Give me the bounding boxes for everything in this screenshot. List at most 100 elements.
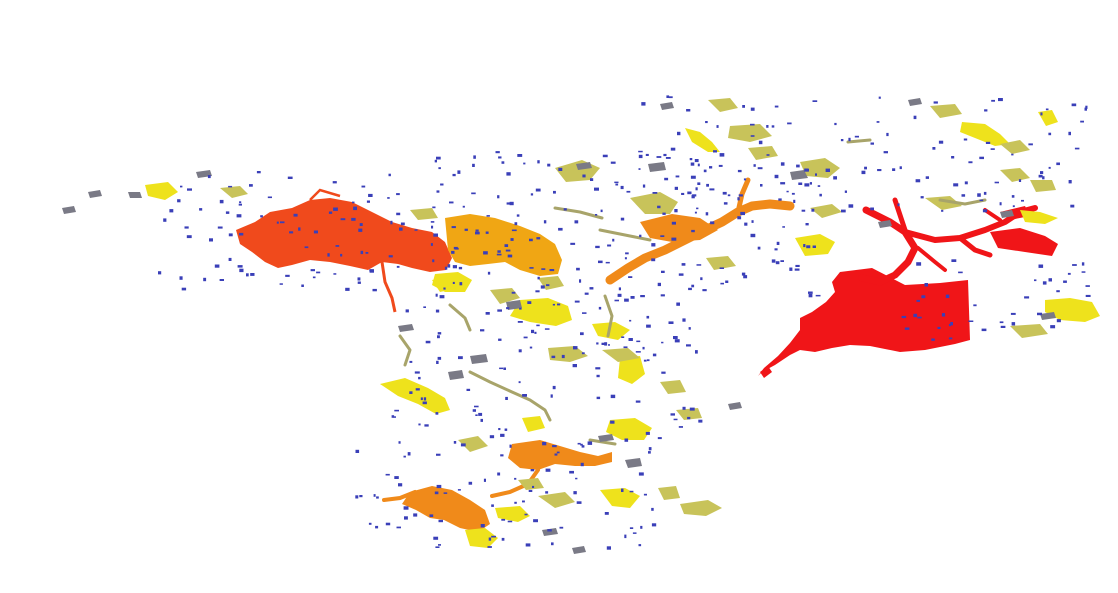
blue-dot bbox=[433, 233, 438, 237]
blue-dot bbox=[1050, 325, 1056, 329]
blue-dot bbox=[509, 444, 512, 448]
blue-dot bbox=[917, 316, 922, 319]
blue-dot bbox=[682, 318, 686, 322]
blue-dot bbox=[1080, 120, 1084, 123]
blue-dot bbox=[423, 397, 427, 401]
blue-dot bbox=[620, 185, 624, 190]
blue-dot bbox=[353, 206, 357, 211]
blue-dot bbox=[435, 309, 440, 313]
blue-dot bbox=[983, 191, 987, 195]
blue-dot bbox=[552, 303, 555, 306]
blue-dot bbox=[803, 244, 806, 248]
blue-dot bbox=[366, 200, 370, 203]
blue-dot bbox=[424, 424, 429, 427]
blue-dot bbox=[642, 184, 646, 188]
blue-dot bbox=[480, 418, 483, 422]
blue-dot bbox=[915, 179, 921, 183]
blue-dot bbox=[675, 175, 680, 178]
blue-dot bbox=[833, 176, 837, 180]
blue-dot bbox=[1021, 199, 1024, 202]
orange-south-central-region[interactable] bbox=[490, 440, 612, 498]
blue-dot bbox=[817, 185, 821, 187]
blue-dot bbox=[629, 319, 632, 322]
blue-dot bbox=[359, 223, 363, 226]
yellow-patches[interactable] bbox=[145, 110, 1100, 548]
blue-dot bbox=[409, 360, 413, 363]
blue-dot bbox=[547, 163, 551, 167]
blue-dot bbox=[219, 279, 224, 281]
blue-dot bbox=[709, 166, 713, 169]
blue-dot bbox=[435, 546, 440, 548]
blue-dot bbox=[431, 225, 434, 229]
blue-dot bbox=[660, 235, 665, 237]
blue-dot bbox=[645, 153, 649, 156]
blue-dot bbox=[523, 162, 526, 165]
blue-dot bbox=[812, 245, 816, 248]
blue-dot bbox=[594, 187, 599, 191]
blue-dot bbox=[610, 420, 615, 424]
blue-dot bbox=[507, 254, 513, 258]
blue-dot bbox=[718, 164, 723, 167]
blue-dot bbox=[738, 194, 743, 197]
blue-dot bbox=[691, 284, 695, 288]
blue-dot bbox=[207, 175, 211, 179]
blue-dot bbox=[920, 196, 924, 199]
blue-dot bbox=[719, 153, 725, 157]
blue-dot bbox=[1037, 312, 1042, 316]
orange-south-region[interactable] bbox=[382, 486, 490, 532]
blue-dot bbox=[437, 335, 440, 339]
blue-dot bbox=[751, 220, 754, 223]
blue-dot bbox=[333, 207, 338, 211]
blue-dot bbox=[629, 490, 634, 493]
blue-dot bbox=[938, 140, 944, 144]
blue-dot bbox=[798, 182, 803, 185]
blue-dot bbox=[499, 367, 504, 370]
blue-dot bbox=[563, 208, 567, 211]
blue-dot bbox=[904, 327, 910, 330]
blue-dot bbox=[642, 346, 645, 350]
blue-dot bbox=[1070, 204, 1075, 208]
orange-red-west-region[interactable] bbox=[236, 188, 452, 313]
blue-dot bbox=[497, 250, 501, 253]
blue-dot bbox=[1011, 153, 1014, 156]
blue-dot bbox=[415, 388, 420, 391]
blue-dot bbox=[916, 262, 922, 266]
grey-patches[interactable] bbox=[62, 98, 1056, 554]
blue-dot bbox=[452, 281, 455, 284]
blue-dot bbox=[794, 268, 800, 271]
blue-dot bbox=[536, 237, 541, 240]
blue-dot bbox=[677, 131, 681, 136]
red-large-region[interactable] bbox=[758, 268, 970, 378]
blue-dot bbox=[340, 218, 346, 221]
blue-dot bbox=[990, 148, 995, 150]
orange-central-north-region[interactable] bbox=[605, 177, 795, 285]
blue-dot bbox=[695, 187, 698, 191]
blue-dots bbox=[158, 95, 1091, 550]
blue-dot bbox=[665, 157, 671, 159]
blue-dot bbox=[556, 451, 560, 454]
olive-patches[interactable] bbox=[220, 98, 1056, 516]
blue-dot bbox=[883, 151, 888, 154]
blue-dot bbox=[414, 371, 420, 374]
blue-dot bbox=[574, 300, 580, 303]
blue-dot bbox=[1011, 322, 1016, 326]
blue-dot bbox=[621, 336, 625, 338]
blue-dot bbox=[886, 132, 889, 137]
blue-dot bbox=[694, 159, 699, 163]
blue-dot bbox=[958, 271, 963, 274]
blue-dot bbox=[510, 238, 514, 241]
blue-dot bbox=[501, 518, 506, 521]
blue-dot bbox=[545, 468, 551, 472]
blue-dot bbox=[368, 193, 373, 197]
blue-dot bbox=[635, 400, 641, 403]
blue-dot bbox=[1042, 176, 1045, 180]
blue-dot bbox=[657, 205, 661, 209]
blue-dot bbox=[327, 253, 330, 257]
blue-dot bbox=[474, 405, 479, 408]
blue-dot bbox=[671, 221, 676, 225]
blue-dot bbox=[488, 537, 492, 541]
blue-dot bbox=[705, 212, 709, 216]
blue-dot bbox=[605, 261, 610, 264]
blue-dot bbox=[892, 168, 896, 171]
